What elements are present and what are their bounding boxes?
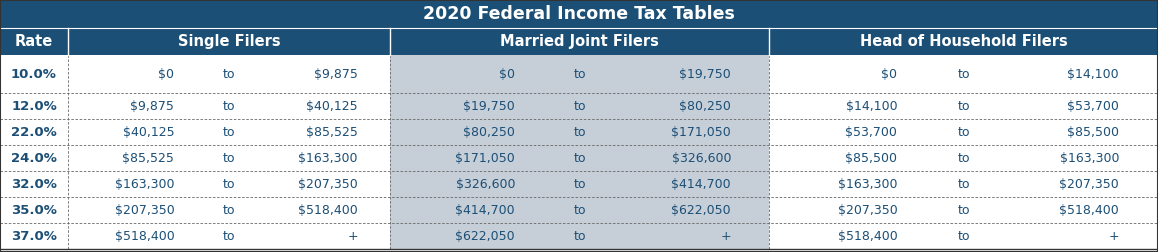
Text: to: to — [958, 151, 969, 165]
Text: to: to — [958, 177, 969, 191]
Text: $518,400: $518,400 — [1060, 204, 1119, 216]
Text: $53,700: $53,700 — [1068, 100, 1119, 112]
Text: to: to — [573, 151, 586, 165]
Text: $163,300: $163,300 — [1060, 151, 1119, 165]
Text: to: to — [222, 68, 235, 80]
Text: to: to — [573, 68, 586, 80]
Text: $207,350: $207,350 — [837, 204, 897, 216]
Bar — [390, 145, 769, 171]
Text: to: to — [573, 204, 586, 216]
Text: $85,525: $85,525 — [123, 151, 174, 165]
Bar — [390, 119, 769, 145]
Text: $163,300: $163,300 — [838, 177, 897, 191]
Bar — [0, 197, 390, 223]
Text: +: + — [347, 230, 358, 242]
Text: to: to — [222, 151, 235, 165]
Text: to: to — [958, 125, 969, 139]
Text: to: to — [573, 125, 586, 139]
Text: $14,100: $14,100 — [1068, 68, 1119, 80]
Text: +: + — [720, 230, 731, 242]
Text: $40,125: $40,125 — [123, 125, 174, 139]
Text: $207,350: $207,350 — [115, 204, 174, 216]
Text: $85,500: $85,500 — [1068, 125, 1119, 139]
Text: $19,750: $19,750 — [463, 100, 515, 112]
Text: $207,350: $207,350 — [1060, 177, 1119, 191]
Text: 22.0%: 22.0% — [12, 125, 57, 139]
Bar — [0, 0, 1158, 28]
Text: $40,125: $40,125 — [306, 100, 358, 112]
Text: to: to — [958, 204, 969, 216]
Text: $163,300: $163,300 — [299, 151, 358, 165]
Bar — [0, 119, 390, 145]
Text: $9,875: $9,875 — [314, 68, 358, 80]
Text: $14,100: $14,100 — [845, 100, 897, 112]
Text: $518,400: $518,400 — [115, 230, 174, 242]
Text: $85,500: $85,500 — [845, 151, 897, 165]
Text: to: to — [958, 230, 969, 242]
Bar — [769, 145, 1158, 171]
Text: $19,750: $19,750 — [680, 68, 731, 80]
Text: to: to — [958, 68, 969, 80]
Text: 12.0%: 12.0% — [12, 100, 57, 112]
Text: $326,600: $326,600 — [455, 177, 515, 191]
Bar — [0, 145, 390, 171]
Text: $163,300: $163,300 — [115, 177, 174, 191]
Text: Married Joint Filers: Married Joint Filers — [500, 34, 659, 49]
Text: $53,700: $53,700 — [845, 125, 897, 139]
Bar — [0, 93, 390, 119]
Bar — [769, 55, 1158, 93]
Text: to: to — [573, 230, 586, 242]
Text: $622,050: $622,050 — [455, 230, 515, 242]
Text: 32.0%: 32.0% — [12, 177, 57, 191]
Text: $207,350: $207,350 — [298, 177, 358, 191]
Text: Rate: Rate — [15, 34, 53, 49]
Text: Single Filers: Single Filers — [177, 34, 280, 49]
Text: Head of Household Filers: Head of Household Filers — [859, 34, 1068, 49]
Text: to: to — [222, 177, 235, 191]
Text: $80,250: $80,250 — [680, 100, 731, 112]
Bar — [390, 55, 769, 93]
Text: $518,400: $518,400 — [837, 230, 897, 242]
Bar — [769, 93, 1158, 119]
Bar — [390, 223, 769, 249]
Bar — [390, 171, 769, 197]
Text: to: to — [958, 100, 969, 112]
Text: $85,525: $85,525 — [306, 125, 358, 139]
Text: $171,050: $171,050 — [455, 151, 515, 165]
Text: $414,700: $414,700 — [672, 177, 731, 191]
Bar — [0, 28, 1158, 55]
Text: 24.0%: 24.0% — [12, 151, 57, 165]
Bar — [390, 197, 769, 223]
Bar — [0, 171, 390, 197]
Text: $80,250: $80,250 — [463, 125, 515, 139]
Bar — [769, 197, 1158, 223]
Text: 10.0%: 10.0% — [12, 68, 57, 80]
Text: to: to — [222, 230, 235, 242]
Text: to: to — [222, 204, 235, 216]
Text: 2020 Federal Income Tax Tables: 2020 Federal Income Tax Tables — [423, 5, 735, 23]
Text: to: to — [222, 100, 235, 112]
Bar — [390, 93, 769, 119]
Bar — [769, 119, 1158, 145]
Text: $0: $0 — [159, 68, 174, 80]
Bar — [769, 171, 1158, 197]
Text: 35.0%: 35.0% — [12, 204, 57, 216]
Text: $518,400: $518,400 — [298, 204, 358, 216]
Bar — [0, 55, 390, 93]
Text: +: + — [1108, 230, 1119, 242]
Text: $414,700: $414,700 — [455, 204, 515, 216]
Bar — [769, 223, 1158, 249]
Text: $0: $0 — [881, 68, 897, 80]
Text: $171,050: $171,050 — [672, 125, 731, 139]
Text: $622,050: $622,050 — [672, 204, 731, 216]
Bar — [0, 223, 390, 249]
Text: $326,600: $326,600 — [672, 151, 731, 165]
Text: to: to — [222, 125, 235, 139]
Text: $9,875: $9,875 — [131, 100, 174, 112]
Text: to: to — [573, 100, 586, 112]
Text: $0: $0 — [499, 68, 515, 80]
Text: to: to — [573, 177, 586, 191]
Text: 37.0%: 37.0% — [12, 230, 57, 242]
